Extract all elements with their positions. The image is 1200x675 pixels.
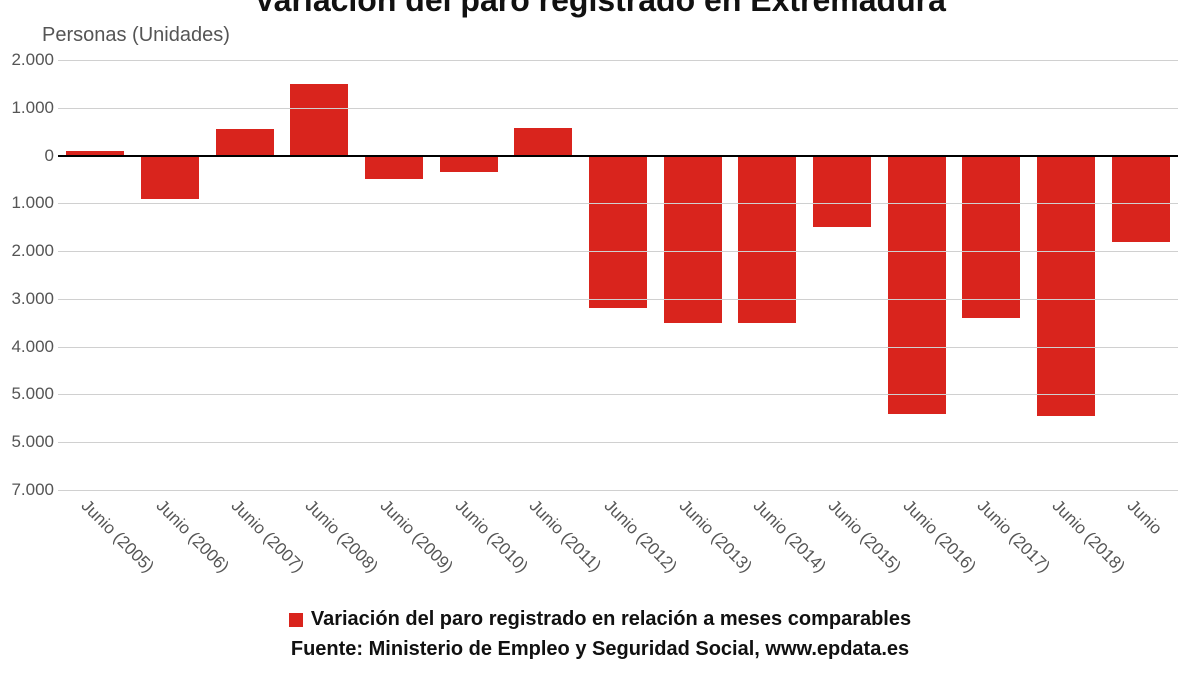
zero-line xyxy=(58,155,1178,157)
grid-line xyxy=(58,490,1178,491)
x-tick-label: Junio (2009) xyxy=(376,496,457,577)
x-tick-label: Junio (2016) xyxy=(899,496,980,577)
y-tick-label: 5.000 xyxy=(11,432,54,452)
grid-line xyxy=(58,347,1178,348)
y-tick-label: 0 xyxy=(45,146,54,166)
legend-swatch xyxy=(289,613,303,627)
y-tick-label: 5.000 xyxy=(11,384,54,404)
y-tick-label: 7.000 xyxy=(11,480,54,500)
grid-line xyxy=(58,394,1178,395)
x-tick-label: Junio (2010) xyxy=(451,496,532,577)
y-tick-label: 2.000 xyxy=(11,241,54,261)
grid-line xyxy=(58,299,1178,300)
y-tick-label: 4.000 xyxy=(11,337,54,357)
x-tick-label: Junio (2013) xyxy=(675,496,756,577)
bar xyxy=(589,156,647,309)
bar xyxy=(1112,156,1170,242)
y-tick-label: 1.000 xyxy=(11,193,54,213)
bar xyxy=(365,156,423,180)
grid-line xyxy=(58,203,1178,204)
bars-layer xyxy=(58,60,1178,490)
bar xyxy=(813,156,871,228)
x-tick-label: Junio (2015) xyxy=(824,496,905,577)
bar xyxy=(216,129,274,155)
y-axis-label: Personas (Unidades) xyxy=(42,24,230,47)
bar xyxy=(962,156,1020,318)
bar xyxy=(664,156,722,323)
x-tick-label: Junio (2006) xyxy=(152,496,233,577)
chart-container: Variación del paro registrado en Extrema… xyxy=(0,0,1200,675)
x-tick-label: Junio (2014) xyxy=(749,496,830,577)
x-tick-label: Junio (2017) xyxy=(973,496,1054,577)
grid-line xyxy=(58,108,1178,109)
x-axis-labels: Junio (2005)Junio (2006)Junio (2007)Juni… xyxy=(58,494,1178,604)
plot-area: 2.0001.00001.0002.0003.0004.0005.0005.00… xyxy=(58,60,1178,490)
y-tick-label: 2.000 xyxy=(11,50,54,70)
y-tick-label: 3.000 xyxy=(11,289,54,309)
grid-line xyxy=(58,60,1178,61)
bar xyxy=(738,156,796,323)
x-tick-label: Junio xyxy=(1123,496,1166,539)
x-tick-label: Junio (2005) xyxy=(77,496,158,577)
bar xyxy=(440,156,498,173)
x-tick-label: Junio (2008) xyxy=(301,496,382,577)
bar xyxy=(290,84,348,156)
x-tick-label: Junio (2011) xyxy=(525,496,605,576)
legend: Variación del paro registrado en relació… xyxy=(0,608,1200,631)
chart-title: Variación del paro registrado en Extrema… xyxy=(0,0,1200,19)
bar xyxy=(1037,156,1095,416)
x-tick-label: Junio (2018) xyxy=(1048,496,1129,577)
bar xyxy=(888,156,946,414)
y-tick-label: 1.000 xyxy=(11,98,54,118)
bar xyxy=(141,156,199,199)
x-tick-label: Junio (2012) xyxy=(600,496,681,577)
x-tick-label: Junio (2007) xyxy=(227,496,308,577)
legend-text: Variación del paro registrado en relació… xyxy=(311,608,911,630)
grid-line xyxy=(58,251,1178,252)
grid-line xyxy=(58,442,1178,443)
bar xyxy=(514,128,572,156)
source-text: Fuente: Ministerio de Empleo y Seguridad… xyxy=(0,638,1200,661)
